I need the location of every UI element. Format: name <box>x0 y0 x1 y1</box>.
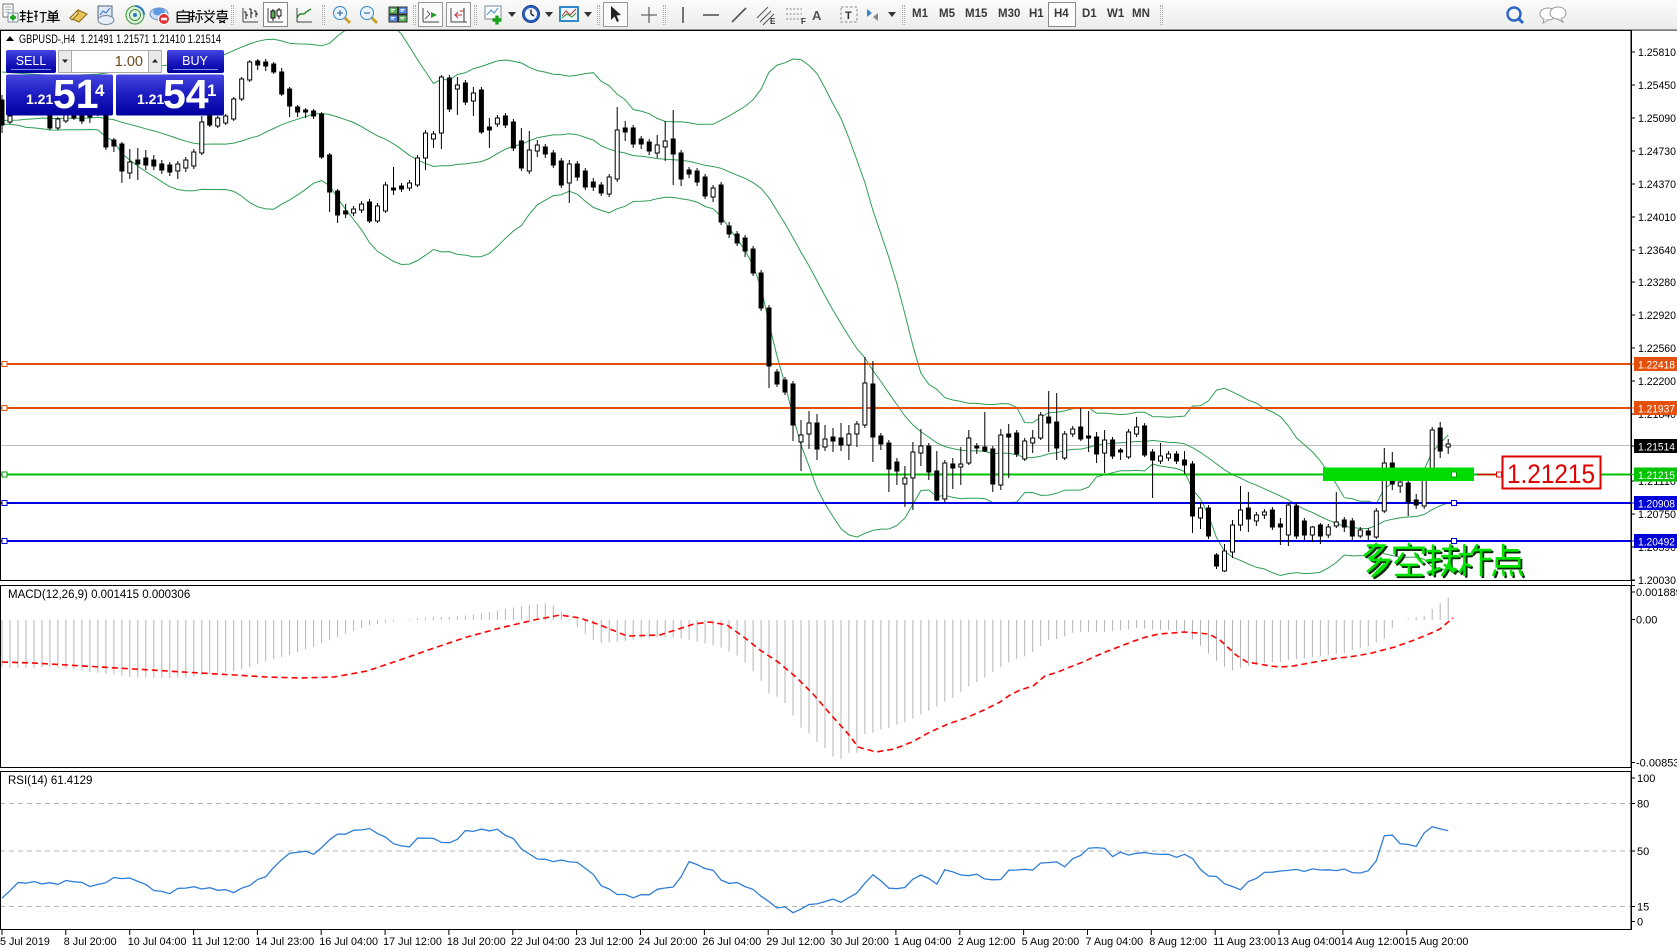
svg-text:7 Aug 04:00: 7 Aug 04:00 <box>1086 936 1144 948</box>
svg-text:1.21937: 1.21937 <box>1638 404 1675 416</box>
svg-text:54: 54 <box>163 71 209 117</box>
svg-text:5 Jul 2019: 5 Jul 2019 <box>0 936 50 948</box>
svg-text:1.23280: 1.23280 <box>1638 277 1676 289</box>
svg-text:0.001889: 0.001889 <box>1636 587 1677 599</box>
svg-text:22 Jul 04:00: 22 Jul 04:00 <box>511 936 570 948</box>
svg-text:8 Aug 12:00: 8 Aug 12:00 <box>1149 936 1207 948</box>
svg-text:23 Jul 12:00: 23 Jul 12:00 <box>575 936 634 948</box>
svg-text:SELL: SELL <box>16 54 47 68</box>
svg-text:13 Aug 04:00: 13 Aug 04:00 <box>1277 936 1341 948</box>
svg-text:1.20750: 1.20750 <box>1638 509 1676 521</box>
svg-text:4: 4 <box>95 81 105 100</box>
svg-text:1.22920: 1.22920 <box>1638 310 1676 322</box>
svg-text:F: F <box>801 17 806 26</box>
svg-text:1 Aug 04:00: 1 Aug 04:00 <box>894 936 952 948</box>
svg-text:11 Aug 23:00: 11 Aug 23:00 <box>1213 936 1276 948</box>
svg-text:5 Aug 20:00: 5 Aug 20:00 <box>1022 936 1080 948</box>
svg-text:24 Jul 20:00: 24 Jul 20:00 <box>639 936 698 948</box>
svg-text:1: 1 <box>207 81 216 100</box>
svg-text:T: T <box>845 10 852 22</box>
svg-text:1.00: 1.00 <box>115 54 143 70</box>
svg-text:80: 80 <box>1637 799 1649 811</box>
svg-text:-0.008536: -0.008536 <box>1636 758 1677 770</box>
svg-text:1.21: 1.21 <box>137 91 164 107</box>
svg-text:1.21215: 1.21215 <box>1638 470 1675 482</box>
svg-text:E: E <box>770 17 776 26</box>
svg-text:16 Jul 04:00: 16 Jul 04:00 <box>319 936 378 948</box>
svg-text:30 Jul 20:00: 30 Jul 20:00 <box>830 936 889 948</box>
svg-text:GBPUSD-,H4 1.21491 1.21571 1.: GBPUSD-,H4 1.21491 1.21571 1.21410 1.215… <box>19 32 221 46</box>
svg-text:15: 15 <box>1637 902 1649 914</box>
svg-text:8 Jul 20:00: 8 Jul 20:00 <box>64 936 117 948</box>
svg-text:14 Aug 12:00: 14 Aug 12:00 <box>1341 936 1405 948</box>
svg-text:0: 0 <box>1637 917 1643 929</box>
svg-text:1.21514: 1.21514 <box>1638 442 1675 454</box>
svg-text:RSI(14) 61.4129: RSI(14) 61.4129 <box>8 775 92 787</box>
svg-text:1.22560: 1.22560 <box>1638 343 1676 355</box>
svg-text:1.25810: 1.25810 <box>1638 47 1676 59</box>
svg-text:51: 51 <box>53 71 99 117</box>
svg-text:15 Aug 20:00: 15 Aug 20:00 <box>1405 936 1469 948</box>
svg-text:1.21215: 1.21215 <box>1507 459 1595 489</box>
svg-text:11 Jul 12:00: 11 Jul 12:00 <box>192 936 250 948</box>
svg-text:1.24730: 1.24730 <box>1638 146 1676 158</box>
svg-text:MACD(12,26,9) 0.001415 0.00030: MACD(12,26,9) 0.001415 0.000306 <box>8 589 190 601</box>
svg-text:2 Aug 12:00: 2 Aug 12:00 <box>958 936 1016 948</box>
svg-text:14 Jul 23:00: 14 Jul 23:00 <box>255 936 314 948</box>
svg-text:1.23640: 1.23640 <box>1638 245 1676 257</box>
svg-text:0.00: 0.00 <box>1636 615 1657 627</box>
svg-text:18 Jul 20:00: 18 Jul 20:00 <box>447 936 506 948</box>
svg-text:1.25090: 1.25090 <box>1638 113 1676 125</box>
svg-text:BUY: BUY <box>182 54 208 68</box>
svg-text:17 Jul 12:00: 17 Jul 12:00 <box>383 936 442 948</box>
svg-text:100: 100 <box>1637 773 1655 785</box>
svg-text:50: 50 <box>1637 846 1649 858</box>
svg-text:1.24370: 1.24370 <box>1638 179 1676 191</box>
svg-text:10 Jul 04:00: 10 Jul 04:00 <box>128 936 187 948</box>
svg-text:1.22418: 1.22418 <box>1638 360 1675 372</box>
svg-text:1.20908: 1.20908 <box>1638 499 1675 511</box>
svg-text:1.22200: 1.22200 <box>1638 376 1676 388</box>
svg-text:1.20030: 1.20030 <box>1638 575 1676 587</box>
svg-text:1.21: 1.21 <box>26 91 53 107</box>
svg-text:1.20492: 1.20492 <box>1638 537 1675 549</box>
svg-text:1.24010: 1.24010 <box>1638 212 1676 224</box>
svg-text:26 Jul 04:00: 26 Jul 04:00 <box>702 936 761 948</box>
svg-text:1.25450: 1.25450 <box>1638 80 1676 92</box>
svg-text:29 Jul 12:00: 29 Jul 12:00 <box>766 936 825 948</box>
